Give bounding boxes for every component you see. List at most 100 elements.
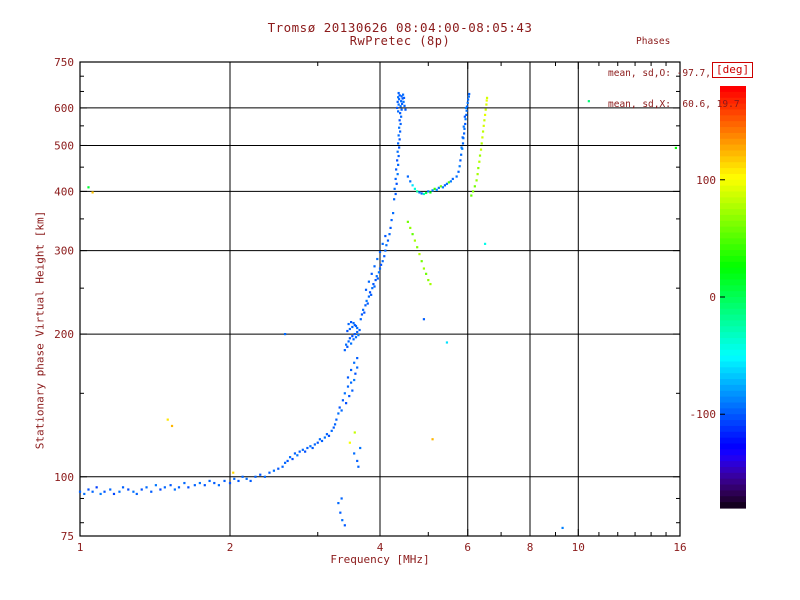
data-point [393,198,396,201]
data-point [347,322,350,326]
colorbar-segment [720,361,746,368]
colorbar-segment [720,484,746,492]
data-point [187,486,190,489]
colorbar-segment [720,461,746,468]
data-point [386,239,390,242]
data-point [397,134,400,137]
data-point [198,481,201,485]
data-point [313,443,316,446]
colorbar-segment [720,408,746,415]
data-point [87,488,90,491]
colorbar-segment [720,320,746,327]
data-point [394,192,397,196]
data-point [357,465,360,468]
data-point [398,94,401,97]
colorbar-segment [720,197,746,204]
data-point [332,426,335,429]
data-point [485,99,488,102]
data-point [483,119,486,122]
data-point [375,275,378,278]
colorbar-segment [720,168,746,175]
data-point [346,345,349,348]
data-point [461,142,465,145]
data-point [316,441,319,444]
svg-text:100: 100 [54,471,74,484]
data-point [318,438,321,441]
data-point [301,448,304,451]
data-point [389,226,392,230]
data-point [359,446,362,450]
data-point [135,492,138,496]
data-point [420,192,423,195]
data-point [461,136,464,139]
data-point [463,127,466,130]
data-point [354,324,358,328]
data-point [325,433,329,436]
data-point [425,191,428,195]
data-point [353,452,356,455]
data-point [159,488,162,491]
data-point [353,361,356,364]
data-point [402,96,406,99]
data-point [330,429,333,432]
data-point [357,334,360,337]
colorbar-segment [720,302,746,310]
data-point [400,102,404,105]
data-point [388,233,391,236]
colorbar-segment [720,173,746,181]
data-point [422,267,426,270]
data-point [208,479,211,483]
data-point [413,239,416,242]
data-point [170,424,174,428]
colorbar-segment [720,384,746,392]
data-point [368,291,372,294]
data-point [341,519,344,522]
data-point [268,471,271,474]
data-point [483,113,487,117]
data-point [395,182,398,185]
svg-text:500: 500 [54,139,74,152]
data-point [406,175,409,178]
data-point [340,409,343,412]
svg-text:200: 200 [54,328,74,341]
colorbar-segment [720,238,746,245]
colorbar-segment [720,109,746,116]
data-point [404,108,407,111]
data-point [481,130,485,133]
colorbar-segment [720,472,746,480]
data-point [418,191,421,194]
data-point [344,343,348,346]
phase-stats-heading: Phases [636,36,671,47]
colorbar-segment [720,91,746,99]
phase-stats-x-mode: mean, sd,X: 60.6, 19.7 [608,99,740,110]
data-point [427,190,430,193]
data-point [354,372,357,375]
colorbar-segment [720,291,746,298]
data-point [398,138,401,141]
data-point [338,406,341,409]
data-point [451,177,454,181]
data-point [163,486,166,489]
data-point [443,184,447,187]
data-point [425,272,428,275]
data-point [378,267,382,270]
colorbar-segment [720,232,746,239]
data-point [476,173,479,176]
data-point [95,486,98,489]
data-point [183,481,186,485]
data-point [397,103,400,106]
data-point [674,146,678,150]
data-point [398,119,401,122]
data-point [441,186,445,189]
data-point [343,349,346,352]
data-point [376,257,379,261]
data-point [449,180,452,183]
data-point [309,445,312,448]
data-point [447,181,451,184]
data-point [173,488,176,491]
data-point [384,249,387,252]
data-point [397,154,400,158]
data-point [237,479,240,483]
colorbar-segment [720,502,746,509]
data-point [409,180,412,183]
